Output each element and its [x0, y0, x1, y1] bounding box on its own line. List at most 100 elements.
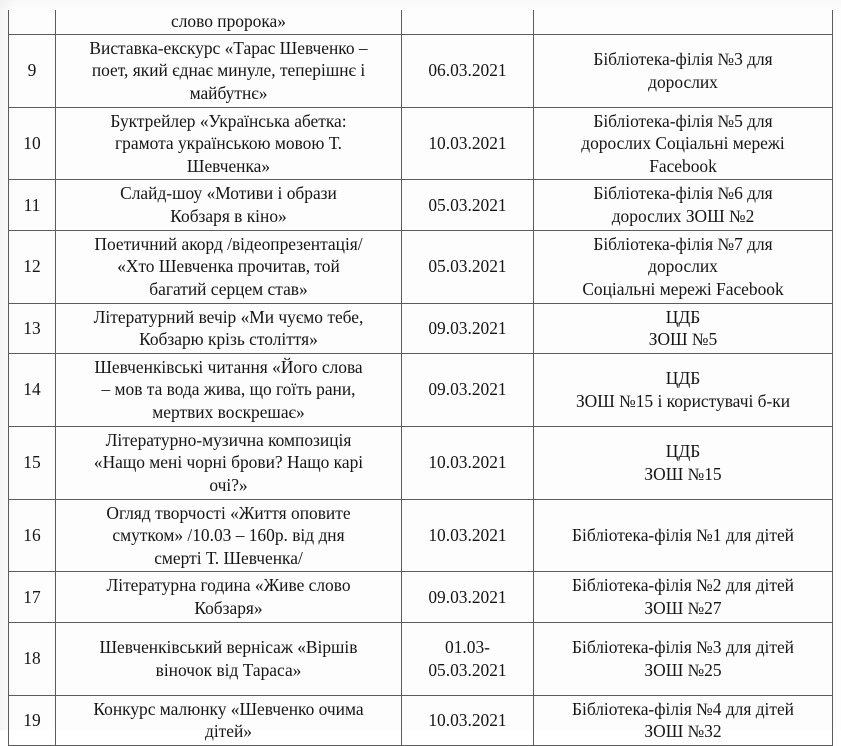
text-line: поет, який єднає минуле, теперішнє і: [91, 60, 366, 81]
text-line: 09.03.2021: [428, 317, 507, 338]
text-line: – мов та вода жива, що гоїть рани,: [101, 379, 356, 400]
text-line: ЗОШ №15: [644, 463, 722, 484]
cell-event: Слайд-шоу «Мотиви і образи Кобзаря в кіно…: [55, 179, 402, 231]
cell-place: Бібліотека-філія №5 для дорослих Соціальн…: [533, 106, 833, 181]
text-line: Шевченківський вернісаж «Віршів: [99, 637, 358, 657]
table-row-continuation: слово пророка»: [8, 10, 833, 35]
cell-place: [533, 10, 833, 35]
cell-number: 14: [8, 352, 56, 427]
text-line: ЗОШ №5: [648, 329, 718, 350]
text-line: дітей»: [204, 721, 252, 742]
text-line: 09.03.2021: [428, 379, 507, 400]
text-line: 05.03.2021: [428, 659, 507, 680]
cell-number: 18: [8, 621, 56, 696]
text-line: ЗОШ №25: [644, 659, 722, 680]
events-table-body: слово пророка» 9 Виставка-екскурс «Тарас Ш…: [8, 10, 833, 746]
text-line: Бібліотека-філія №5 для: [593, 110, 773, 131]
text-line: Кобзаря в кіно»: [170, 206, 287, 226]
cell-place: Бібліотека-філія №6 для дорослих ЗОШ №2: [533, 179, 833, 231]
text-line: ЦДБ: [665, 440, 701, 461]
text-line: 01.03-: [445, 637, 490, 657]
cell-event: Літературна година «Живе слово Кобзаря»: [55, 571, 402, 623]
cell-date: 09.03.2021: [401, 571, 534, 623]
text-line: смутком» /10.03 – 160р. від дня: [112, 525, 345, 546]
text-line: 09.03.2021: [428, 586, 507, 607]
cell-event: Літературно-музична композиція «Нащо мені…: [55, 425, 402, 500]
cell-place: ЦДБ ЗОШ №5: [533, 302, 833, 354]
text-line: Буктрейлер «Українська абетка:: [110, 110, 347, 131]
cell-date: 05.03.2021: [401, 229, 534, 304]
text-line: Конкурс малюнку «Шевченко очима: [93, 698, 364, 719]
table-row: 12 Поетичний акорд /відеопрезентація/«Хто…: [8, 229, 833, 304]
cell-number: [8, 10, 56, 35]
text-line: Огляд творчості «Життя оповите: [106, 502, 351, 523]
text-line: «Хто Шевченка прочитав, той: [117, 256, 340, 277]
cell-place: Бібліотека-філія №3 для дітей ЗОШ №25: [533, 621, 833, 696]
cell-date: 05.03.2021: [401, 179, 534, 231]
cell-number: 15: [8, 425, 56, 500]
text-line: Бібліотека-філія №3 для дітей: [572, 637, 794, 657]
cell-place: Бібліотека-філія №1 для дітей: [533, 498, 833, 573]
cell-place: Бібліотека-філія №7 для дорослих Соціальні…: [533, 229, 833, 304]
table-row: 18 Шевченківський вернісаж «Віршів віночок…: [8, 621, 833, 696]
events-table: слово пророка» 9 Виставка-екскурс «Тарас Ш…: [8, 10, 833, 746]
cell-number: 16: [8, 498, 56, 573]
text-line: 10.03.2021: [428, 452, 507, 473]
cell-number: 12: [8, 229, 56, 304]
text-line: Літературна година «Живе слово: [106, 575, 351, 596]
cell-place: ЦДБ ЗОШ №15 і користувачі б-ки: [533, 352, 833, 427]
cell-number: 9: [8, 33, 56, 108]
table-row: 17 Літературна година «Живе слово Кобзаря»…: [8, 571, 833, 623]
text-line: Шевченківські читання «Його слова: [94, 356, 363, 377]
cell-event: Виставка-екскурс «Тарас Шевченко – поет, …: [55, 33, 402, 108]
cell-date: 10.03.2021: [401, 694, 534, 746]
text-line: ЗОШ №32: [644, 721, 722, 742]
table-row: 19 Конкурс малюнку «Шевченко очима дітей» 1…: [8, 694, 833, 746]
cell-event: слово пророка»: [55, 10, 402, 35]
text-line: ЦДБ: [665, 306, 701, 327]
table-row: 13 Літературний вечір «Ми чуємо тебе, Кобз…: [8, 302, 833, 354]
text-line: Слайд-шоу «Мотиви і образи: [120, 183, 337, 204]
text-line: 10.03.2021: [428, 133, 507, 154]
text-line: Шевченка»: [186, 155, 271, 176]
cell-date: 10.03.2021: [401, 106, 534, 181]
text-line: 10.03.2021: [428, 525, 507, 546]
text-line: 06.03.2021: [428, 60, 507, 81]
cell-number: 17: [8, 571, 56, 623]
text-line: Кобзаря»: [194, 598, 263, 618]
cell-event: Літературний вечір «Ми чуємо тебе, Кобзар…: [55, 302, 402, 354]
cell-place: Бібліотека-філія №4 для дітей ЗОШ №32: [533, 694, 833, 746]
text-line: дорослих: [648, 71, 718, 92]
table-row: 10 Буктрейлер «Українська абетка: грамота …: [8, 106, 833, 181]
text-line: очі?»: [209, 474, 248, 495]
text-line: віночок від Тараса»: [155, 659, 302, 680]
text-line: ЗОШ №27: [644, 598, 722, 618]
text-line: мертвих воскрешає»: [152, 402, 305, 422]
text-line: ЦДБ: [665, 368, 701, 389]
text-line: 05.03.2021: [428, 256, 507, 277]
cell-event: Буктрейлер «Українська абетка: грамота ук…: [55, 106, 402, 181]
text-line: 05.03.2021: [428, 194, 507, 215]
text-line: Літературно-музична композиція: [105, 429, 352, 450]
text-line: дорослих ЗОШ №2: [611, 206, 755, 226]
text-line: Facebook: [649, 155, 717, 176]
text-line: Соціальні мережі Facebook: [582, 278, 784, 299]
cell-event: Огляд творчості «Життя оповите смутком» /…: [55, 498, 402, 573]
cell-date: 06.03.2021: [401, 33, 534, 108]
cell-date: 09.03.2021: [401, 352, 534, 427]
cell-date: 10.03.2021: [401, 425, 534, 500]
cell-place: Бібліотека-філія №2 для дітей ЗОШ №27: [533, 571, 833, 623]
cell-event: Шевченківський вернісаж «Віршів віночок в…: [55, 621, 402, 696]
cell-number: 13: [8, 302, 56, 354]
text-line: Бібліотека-філія №3 для: [593, 48, 773, 69]
cell-event: Поетичний акорд /відеопрезентація/«Хто Ш…: [55, 229, 402, 304]
cell-place: ЦДБ ЗОШ №15: [533, 425, 833, 500]
cell-date: [401, 10, 534, 35]
cell-date: 01.03- 05.03.2021: [401, 621, 534, 696]
cell-date: 10.03.2021: [401, 498, 534, 573]
text-line: Бібліотека-філія №6 для: [593, 183, 773, 204]
text-line: 10.03.2021: [428, 709, 507, 730]
text-line: Бібліотека-філія №1 для дітей: [572, 525, 794, 546]
table-row: 11 Слайд-шоу «Мотиви і образи Кобзаря в кі…: [8, 179, 833, 231]
